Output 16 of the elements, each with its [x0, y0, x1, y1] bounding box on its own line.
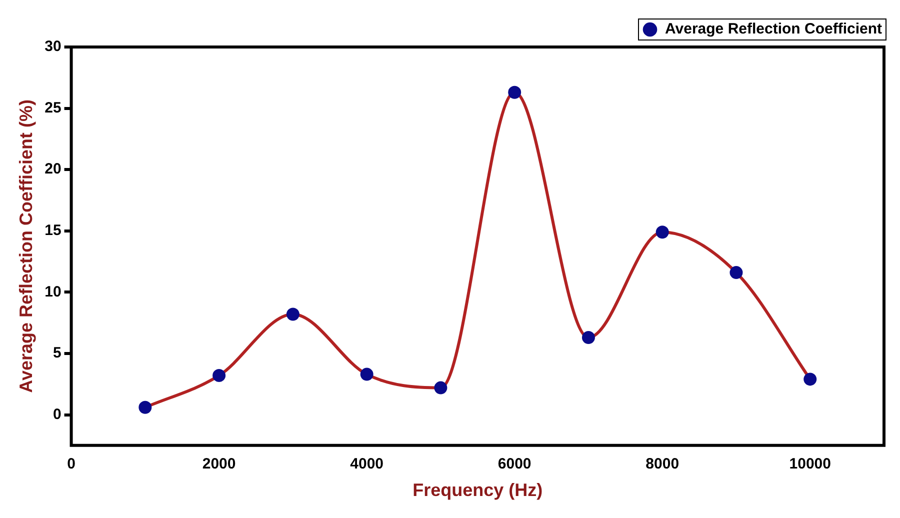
- legend-label: Average Reflection Coefficient: [665, 20, 882, 38]
- x-tick-label: 10000: [789, 456, 831, 473]
- y-tick-label: 20: [44, 160, 62, 178]
- x-tick-label: 0: [67, 456, 76, 473]
- y-axis-title: Average Reflection Coefficient (%): [16, 100, 36, 393]
- y-tick-label: 15: [44, 222, 62, 240]
- x-tick-label: 8000: [646, 456, 680, 473]
- y-tick-label: 10: [44, 283, 62, 300]
- x-tick-label: 4000: [350, 456, 384, 473]
- x-axis-title: Frequency (Hz): [412, 480, 543, 500]
- y-tick-label: 0: [52, 406, 62, 423]
- y-tick-label: 25: [44, 99, 62, 116]
- x-tick-label: 6000: [498, 456, 532, 473]
- y-tick-label: 5: [52, 344, 62, 362]
- y-tick-label: 30: [44, 38, 62, 56]
- x-tick-label: 2000: [202, 456, 236, 473]
